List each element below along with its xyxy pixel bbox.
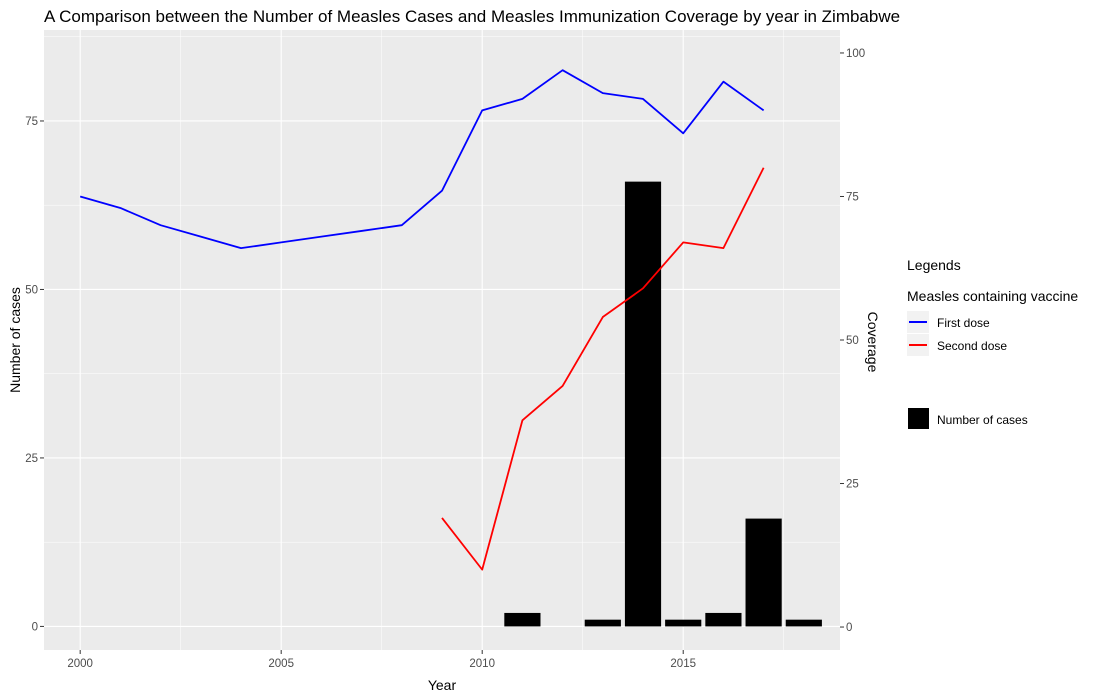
bar-2017 (745, 518, 782, 627)
y-right-axis-title: Coverage (865, 312, 881, 373)
x-tick-label-2005: 2005 (268, 658, 294, 670)
y-right-tick-label-50: 50 (846, 335, 859, 347)
legend-label-second-dose: Second dose (937, 339, 1007, 353)
y-left-tick-label-25: 25 (25, 453, 38, 465)
bar-2018 (785, 619, 822, 627)
y-axis-right: 0 25 50 75 100 (840, 48, 865, 634)
y-left-tick-label-0: 0 (32, 621, 38, 633)
y-left-tick-label-50: 50 (25, 284, 38, 296)
x-axis-title: Year (428, 677, 457, 693)
grid-minor (44, 30, 840, 650)
legend-label-first-dose: First dose (937, 316, 990, 330)
x-tick-label-2000: 2000 (67, 658, 93, 670)
y-axis-left: 0 25 50 75 (25, 116, 44, 633)
x-tick-label-2015: 2015 (670, 658, 696, 670)
plot-panel (44, 30, 840, 650)
legend-heading: Legends (907, 257, 961, 273)
y-right-tick-label-0: 0 (846, 622, 852, 634)
legend-label-number-of-cases: Number of cases (937, 413, 1028, 427)
chart-title: A Comparison between the Number of Measl… (44, 7, 900, 26)
bar-2011 (504, 612, 541, 627)
y-left-axis-title: Number of cases (7, 287, 23, 393)
bar-2013 (584, 619, 621, 627)
bar-2015 (665, 619, 702, 627)
y-left-tick-label-75: 75 (25, 116, 38, 128)
y-right-tick-label-75: 75 (846, 191, 859, 203)
bar-series (504, 181, 822, 627)
y-right-tick-label-100: 100 (846, 48, 865, 60)
x-axis: 2000 2005 2010 2015 (67, 650, 696, 670)
line-series (79, 69, 765, 571)
legend-group-title: Measles containing vaccine (907, 288, 1078, 304)
y-right-tick-label-25: 25 (846, 479, 859, 491)
bar-2016 (705, 612, 742, 627)
legend: Legends Measles containing vaccine First… (907, 257, 1078, 429)
legend-swatch-number-of-cases (908, 408, 929, 429)
line-first-dose (79, 69, 765, 250)
x-tick-label-2010: 2010 (469, 658, 495, 670)
line-second-dose (441, 167, 765, 571)
bar-2014 (624, 181, 662, 627)
